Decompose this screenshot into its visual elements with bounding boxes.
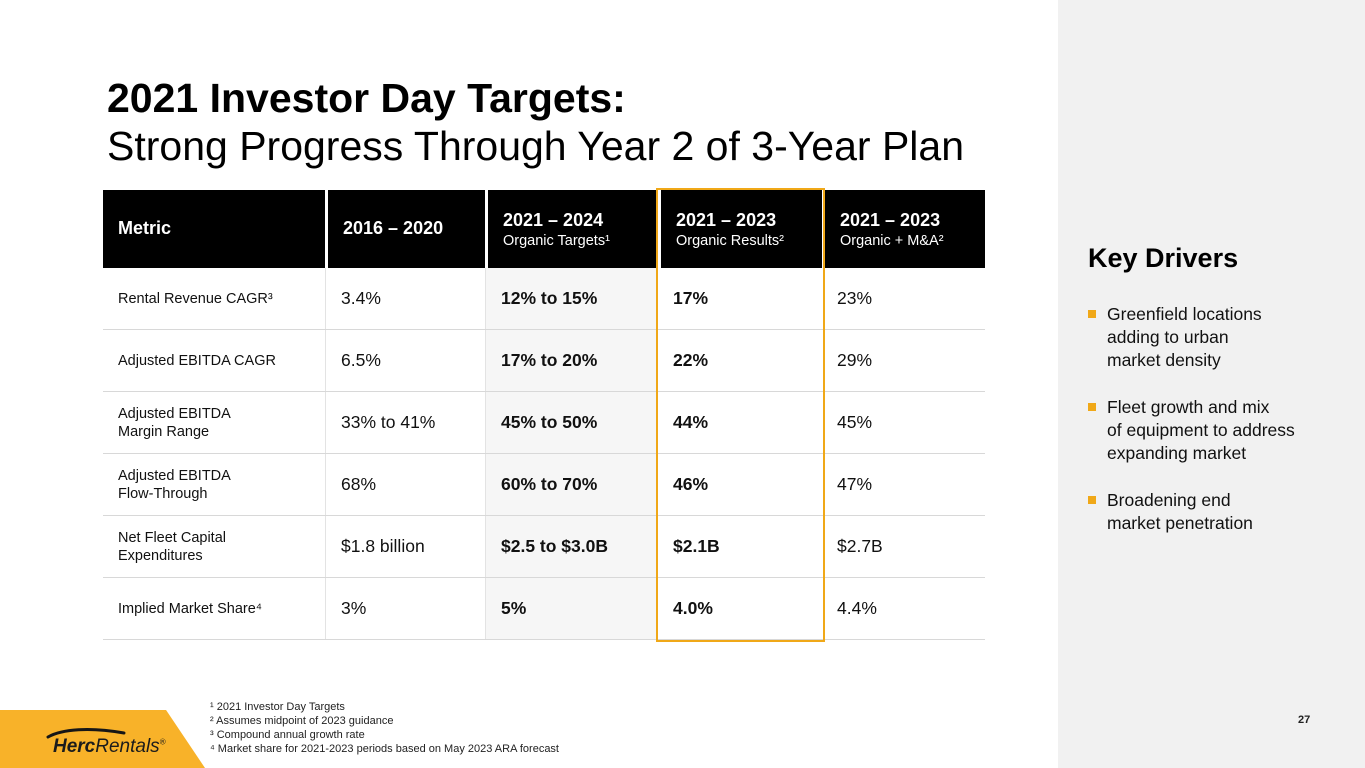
table-header: Metric 2016 – 2020 2021 – 2024 Organic T… (103, 190, 985, 268)
table-body: Rental Revenue CAGR³ 3.4% 12% to 15% 17%… (103, 268, 985, 640)
cell-organic-results: 46% (673, 474, 709, 494)
bullet-square-icon (1088, 310, 1096, 318)
table-row: Adjusted EBITDA Margin Range 33% to 41% … (103, 392, 985, 454)
header-label: 2021 – 2023 (676, 209, 777, 230)
cell-organic-ma: 45% (837, 412, 873, 432)
cell-organic-results: $2.1B (673, 536, 720, 556)
key-drivers-list: Greenfield locations adding to urban mar… (1088, 303, 1338, 559)
table-row: Rental Revenue CAGR³ 3.4% 12% to 15% 17%… (103, 268, 985, 330)
cell-organic-results: 44% (673, 412, 709, 432)
footnotes: ¹ 2021 Investor Day Targets ² Assumes mid… (210, 700, 559, 756)
cell-organic-ma: 23% (837, 288, 873, 308)
logo-swoosh-icon (46, 728, 126, 739)
key-driver-item: Fleet growth and mix of equipment to add… (1088, 396, 1338, 465)
header-cell-2016-2020: 2016 – 2020 (325, 190, 485, 268)
header-label: 2021 – 2023 (840, 209, 941, 230)
cell-2016-2020: 33% to 41% (325, 392, 485, 453)
cell-metric: Net Fleet Capital Expenditures (118, 529, 226, 564)
targets-table: Metric 2016 – 2020 2021 – 2024 Organic T… (103, 188, 985, 642)
footnote-line: ¹ 2021 Investor Day Targets (210, 701, 345, 713)
title-line-1: 2021 Investor Day Targets: (107, 75, 626, 121)
logo-word-herc: Herc (53, 736, 96, 757)
header-sublabel: Organic Targets¹ (503, 232, 610, 249)
header-label: Metric (118, 217, 172, 238)
table-row: Implied Market Share⁴ 3% 5% 4.0% 4.4% (103, 578, 985, 640)
cell-organic-targets: 5% (485, 578, 658, 639)
key-driver-text: Greenfield locations adding to urban mar… (1107, 304, 1262, 370)
cell-organic-targets: 60% to 70% (485, 454, 658, 515)
cell-metric: Adjusted EBITDA Flow-Through (118, 467, 231, 502)
cell-organic-ma: 4.4% (837, 598, 877, 618)
bullet-square-icon (1088, 403, 1096, 411)
table-row: Adjusted EBITDA Flow-Through 68% 60% to … (103, 454, 985, 516)
header-cell-organic-targets: 2021 – 2024 Organic Targets¹ (485, 190, 658, 268)
header-label: 2016 – 2020 (343, 217, 444, 238)
key-driver-text: Fleet growth and mix of equipment to add… (1107, 397, 1295, 463)
cell-2016-2020: $1.8 billion (325, 516, 485, 577)
cell-2016-2020: 6.5% (325, 330, 485, 391)
page-number: 27 (1298, 714, 1311, 726)
key-drivers-panel: Key Drivers Greenfield locations adding … (1058, 0, 1365, 768)
registered-mark: ® (159, 737, 166, 747)
cell-organic-targets: 45% to 50% (485, 392, 658, 453)
table-row: Adjusted EBITDA CAGR 6.5% 17% to 20% 22%… (103, 330, 985, 392)
header-label: 2021 – 2024 (503, 209, 604, 230)
header-cell-organic-ma: 2021 – 2023 Organic + M&A² (822, 190, 985, 268)
header-cell-organic-results: 2021 – 2023 Organic Results² (658, 190, 822, 268)
footnote-line: ² Assumes midpoint of 2023 guidance (210, 715, 394, 727)
cell-organic-results: 22% (673, 350, 709, 370)
bullet-square-icon (1088, 496, 1096, 504)
cell-organic-ma: $2.7B (837, 536, 883, 556)
cell-organic-ma: 47% (837, 474, 873, 494)
cell-2016-2020: 68% (325, 454, 485, 515)
logo-wordmark: HercRentals® (53, 736, 166, 758)
key-driver-item: Greenfield locations adding to urban mar… (1088, 303, 1338, 372)
header-sublabel: Organic Results² (676, 232, 784, 249)
cell-organic-results: 4.0% (673, 598, 713, 618)
header-sublabel: Organic + M&A² (840, 232, 944, 249)
cell-2016-2020: 3% (325, 578, 485, 639)
cell-organic-targets: 17% to 20% (485, 330, 658, 391)
logo-word-rentals: Rentals (95, 736, 160, 757)
footnote-line: ³ Compound annual growth rate (210, 729, 365, 741)
cell-metric: Implied Market Share⁴ (118, 600, 263, 617)
cell-metric: Rental Revenue CAGR³ (118, 290, 273, 307)
cell-metric: Adjusted EBITDA CAGR (118, 352, 276, 369)
cell-organic-ma: 29% (837, 350, 873, 370)
key-driver-text: Broadening end market penetration (1107, 490, 1253, 533)
header-cell-metric: Metric (103, 190, 325, 268)
herc-rentals-logo: HercRentals® (0, 710, 205, 768)
cell-2016-2020: 3.4% (325, 268, 485, 329)
cell-metric: Adjusted EBITDA Margin Range (118, 405, 231, 440)
cell-organic-results: 17% (673, 288, 709, 308)
key-driver-item: Broadening end market penetration (1088, 489, 1338, 535)
page-title: 2021 Investor Day Targets: Strong Progre… (107, 74, 964, 170)
key-drivers-title: Key Drivers (1088, 243, 1239, 273)
cell-organic-targets: 12% to 15% (485, 268, 658, 329)
title-line-2: Strong Progress Through Year 2 of 3-Year… (107, 123, 965, 169)
cell-organic-targets: $2.5 to $3.0B (485, 516, 658, 577)
table-row: Net Fleet Capital Expenditures $1.8 bill… (103, 516, 985, 578)
footnote-line: ⁴ Market share for 2021-2023 periods bas… (210, 743, 559, 755)
